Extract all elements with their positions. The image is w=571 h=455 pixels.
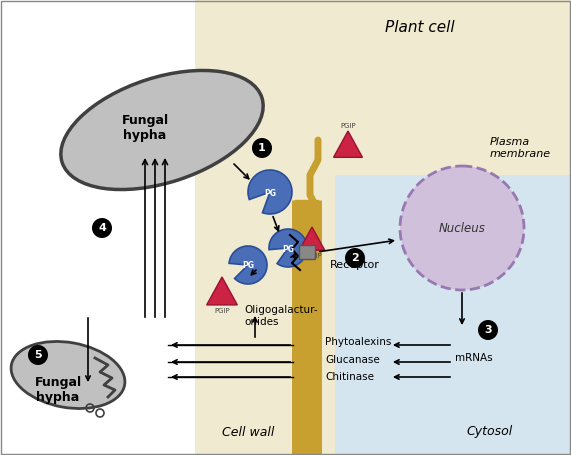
Text: 1: 1 [258,143,266,153]
Wedge shape [269,229,307,267]
Ellipse shape [11,341,125,409]
Text: PGIP: PGIP [214,308,230,314]
Text: 5: 5 [34,350,42,360]
Text: PGIP: PGIP [306,253,322,259]
Text: Plant cell: Plant cell [385,20,455,35]
Polygon shape [195,0,571,455]
Text: PGIP: PGIP [340,123,356,129]
Polygon shape [299,227,325,250]
Circle shape [28,345,48,365]
Circle shape [400,166,524,290]
Bar [299,245,315,259]
Text: Fungal
hypha: Fungal hypha [34,376,82,404]
Text: 4: 4 [98,223,106,233]
Bar [335,175,571,455]
Text: Cell wall: Cell wall [222,425,274,439]
Circle shape [252,138,272,158]
Text: Receptor: Receptor [330,260,380,270]
Text: Glucanase: Glucanase [325,355,380,365]
Text: Cytosol: Cytosol [467,425,513,439]
Text: PG: PG [242,262,254,271]
Polygon shape [333,131,363,157]
Text: Fungal
hypha: Fungal hypha [122,114,168,142]
Text: Chitinase: Chitinase [325,372,374,382]
Text: PG: PG [264,188,276,197]
Text: mRNAs: mRNAs [455,353,493,363]
Circle shape [345,248,365,268]
Wedge shape [229,246,267,284]
Text: Oligogalactur-
onides: Oligogalactur- onides [244,305,317,327]
Text: Plasma
membrane: Plasma membrane [490,137,551,159]
Wedge shape [248,170,292,214]
Ellipse shape [61,71,263,190]
Text: Phytoalexins: Phytoalexins [325,337,391,347]
Text: Nucleus: Nucleus [439,222,485,234]
Text: 3: 3 [484,325,492,335]
Circle shape [92,218,112,238]
Polygon shape [207,277,238,305]
Text: PG: PG [282,244,294,253]
Circle shape [478,320,498,340]
Text: 2: 2 [351,253,359,263]
